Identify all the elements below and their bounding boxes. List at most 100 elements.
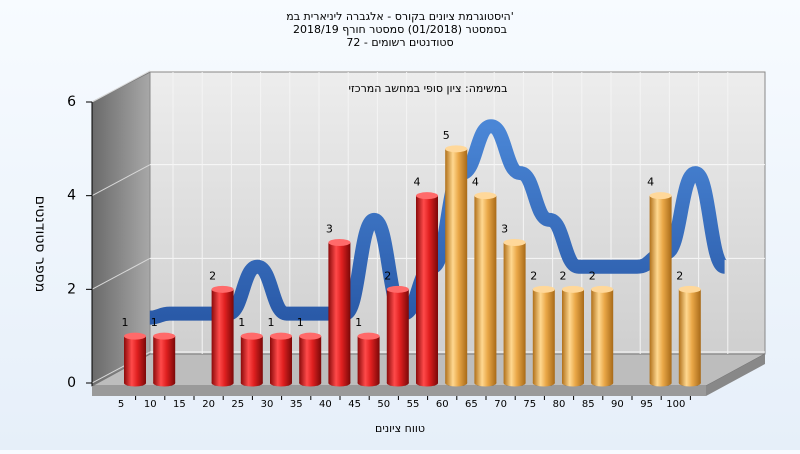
x-tick-label: 50 (377, 399, 390, 410)
bar: 2 (560, 269, 584, 387)
bar-cap (591, 285, 614, 293)
x-tick-label: 45 (348, 399, 361, 410)
bar-cap (124, 332, 146, 340)
bar-body (240, 336, 263, 383)
bar: 2 (589, 269, 614, 387)
bar-value-label: 1 (297, 316, 304, 329)
bar-cap (562, 285, 584, 293)
bar-body (562, 289, 584, 383)
bar-value-label: 4 (472, 176, 479, 189)
bar: 1 (238, 316, 263, 387)
bar-body (124, 336, 146, 383)
bar-body (386, 289, 409, 383)
bar-value-label: 3 (326, 223, 333, 236)
bars: 1 1 2 1 1 1 3 1 2 4 5 4 3 2 2 2 4 2 (122, 129, 701, 387)
bar-cap (270, 332, 292, 340)
bar-body (211, 289, 234, 383)
x-tick-label: 15 (173, 399, 186, 410)
bar: 2 (209, 269, 234, 387)
bar-body (299, 336, 322, 383)
y-tick-label: 6 (67, 94, 76, 110)
bar-cap (153, 332, 176, 340)
x-tick-label: 10 (144, 399, 157, 410)
bar: 4 (647, 176, 672, 387)
bar-value-label: 5 (443, 129, 450, 142)
bar-cap (416, 192, 438, 200)
grid-line-diag (91, 70, 151, 103)
bar-cap (678, 285, 701, 293)
floor-edge-side (706, 354, 765, 396)
bar-value-label: 2 (589, 269, 596, 282)
bar-value-label: 1 (238, 316, 245, 329)
x-tick-label: 30 (261, 399, 274, 410)
bar-body (357, 336, 380, 383)
x-tick-label: 60 (436, 399, 449, 410)
y-axis-title: מספר סטודנטים (32, 196, 48, 292)
bar-body (678, 289, 701, 383)
bar-body (532, 289, 555, 383)
y-tick-label: 0 (67, 375, 76, 391)
bar: 1 (297, 316, 322, 387)
bar: 5 (443, 129, 468, 387)
x-tick-label: 100 (666, 399, 685, 410)
bar-value-label: 2 (676, 269, 683, 282)
bar-cap (445, 145, 468, 153)
bar-body (416, 195, 438, 383)
bar-cap (386, 285, 409, 293)
bar-value-label: 1 (122, 316, 129, 329)
bar-cap (328, 239, 351, 246)
bar: 2 (676, 269, 701, 387)
chart-title-line-3: סטודנטים רשומים - 72 (346, 36, 453, 49)
bar-cap (240, 332, 263, 340)
bar-body (270, 336, 292, 383)
bar: 1 (268, 316, 292, 387)
x-tick-label: 25 (231, 399, 244, 410)
bar-value-label: 3 (501, 223, 508, 236)
bar-cap (357, 332, 380, 340)
y-tick-label: 2 (67, 281, 76, 297)
x-tick-label: 35 (290, 399, 303, 410)
bar-cap (649, 192, 672, 200)
y-tick-label: 4 (67, 188, 76, 204)
chart-title-line-2: בסמסטר (01/2018) סמסטר חורף 2018/19 (293, 23, 507, 36)
bar-value-label: 4 (647, 176, 654, 189)
x-tick-label: 55 (407, 399, 420, 410)
x-tick-label: 90 (611, 399, 624, 410)
bar: 2 (384, 269, 409, 387)
bar-body (445, 148, 468, 383)
x-tick-label: 65 (465, 399, 478, 410)
bar-value-label: 1 (151, 316, 158, 329)
chart-subtitle: במשימה: ציון סופי במחשב המרכזי (348, 82, 507, 95)
x-tick-label: 40 (319, 399, 332, 410)
bar-value-label: 1 (355, 316, 362, 329)
bar-value-label: 2 (209, 269, 216, 282)
bar-cap (299, 332, 322, 340)
grid-line-diag (91, 164, 151, 197)
x-tick-label: 85 (582, 399, 595, 410)
floor-edge (92, 386, 706, 396)
bar-value-label: 2 (384, 269, 391, 282)
bar-body (591, 289, 614, 383)
bar-value-label: 4 (414, 176, 421, 189)
grid-line-diag (91, 257, 151, 290)
bar-body (153, 336, 176, 383)
bar: 4 (472, 176, 497, 387)
bar: 4 (414, 176, 438, 387)
x-tick-label: 5 (118, 399, 124, 410)
x-tick-label: 20 (202, 399, 215, 410)
bar-body (474, 195, 497, 383)
chart-title-line-1: היסטוגרמת ציונים בקורס - אלגברה ליניארית… (286, 10, 514, 23)
bar-body (649, 195, 672, 383)
bar-value-label: 1 (268, 316, 275, 329)
bar: 1 (122, 316, 146, 387)
x-tick-label: 80 (553, 399, 566, 410)
bar-value-label: 2 (530, 269, 537, 282)
bar-body (328, 242, 351, 383)
bar-cap (211, 285, 234, 293)
x-tick-label: 75 (523, 399, 536, 410)
bar: 1 (355, 316, 380, 387)
bar: 2 (530, 269, 555, 387)
